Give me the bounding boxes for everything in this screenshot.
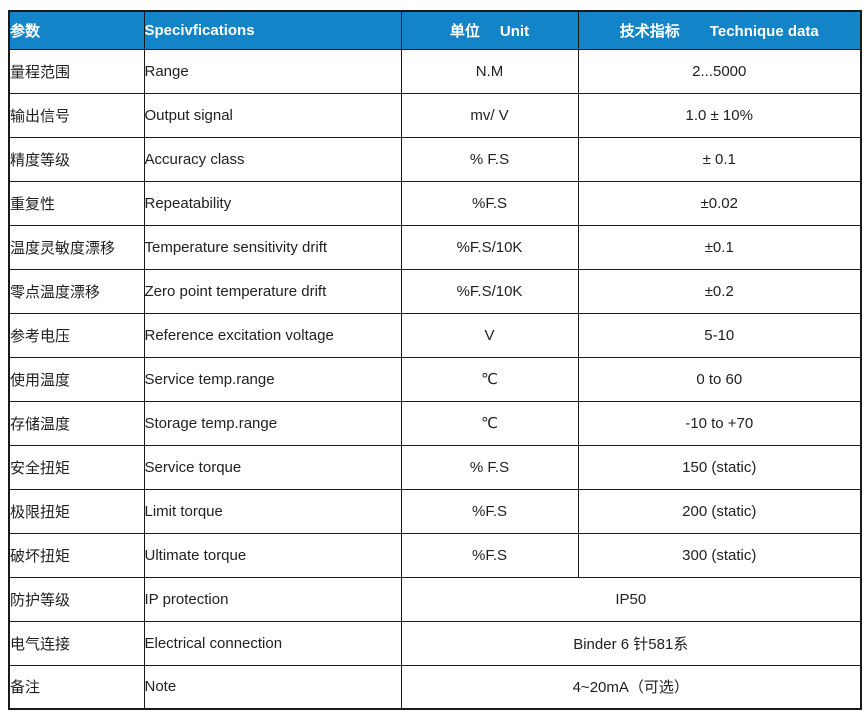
param-zh-cell: 极限扭矩 <box>8 488 145 534</box>
param-en-cell: Temperature sensitivity drift <box>143 224 402 270</box>
param-zh-cell: 输出信号 <box>8 92 145 138</box>
param-zh-cell: 量程范围 <box>8 48 145 94</box>
table-row: 零点温度漂移 Zero point temperature drift %F.S… <box>8 268 862 314</box>
param-en-cell: Electrical connection <box>143 620 402 666</box>
header-tech-en: Technique data <box>709 22 819 40</box>
table-row: 量程范围 Range N.M 2...5000 <box>8 48 862 94</box>
param-en-cell: Limit torque <box>143 488 402 534</box>
table-row: 电气连接 Electrical connection Binder 6 针581… <box>8 620 862 666</box>
header-unit-zh: 单位 <box>449 22 480 40</box>
unit-cell: ℃ <box>400 400 579 446</box>
param-en-cell: Repeatability <box>143 180 402 226</box>
unit-cell: % F.S <box>400 136 579 182</box>
value-cell: 0 to 60 <box>577 356 862 402</box>
table-row: 存储温度 Storage temp.range ℃ -10 to +70 <box>8 400 862 446</box>
specifications-table: 参数 Specivfications 单位 Unit 技术指标 Technique … <box>8 10 862 710</box>
param-zh-cell: 破坏扭矩 <box>8 532 145 578</box>
param-zh-cell: 温度灵敏度漂移 <box>8 224 145 270</box>
value-cell: ±0.1 <box>577 224 862 270</box>
table-row: 参考电压 Reference excitation voltage V 5-10 <box>8 312 862 358</box>
value-cell: ±0.2 <box>577 268 862 314</box>
param-en-cell: Accuracy class <box>143 136 402 182</box>
param-zh-cell: 重复性 <box>8 180 145 226</box>
param-en-cell: Service temp.range <box>143 356 402 402</box>
value-cell: -10 to +70 <box>577 400 862 446</box>
param-en-cell: Range <box>143 48 402 94</box>
merged-value-cell: IP50 <box>400 576 862 622</box>
header-param-zh: 参数 <box>10 22 41 40</box>
table-row: 输出信号 Output signal mv/ V 1.0 ± 10% <box>8 92 862 138</box>
value-cell: 5-10 <box>577 312 862 358</box>
merged-value-cell: 4~20mA（可选） <box>400 664 862 710</box>
value-cell: 1.0 ± 10% <box>577 92 862 138</box>
value-cell: ± 0.1 <box>577 136 862 182</box>
param-en-cell: Service torque <box>143 444 402 490</box>
param-en-cell: Storage temp.range <box>143 400 402 446</box>
param-en-cell: Output signal <box>143 92 402 138</box>
param-zh-cell: 电气连接 <box>8 620 145 666</box>
header-param: 参数 <box>8 10 145 50</box>
header-specifications: Specivfications <box>143 10 402 50</box>
header-tech-zh: 技术指标 <box>619 22 680 40</box>
unit-cell: %F.S/10K <box>400 268 579 314</box>
param-zh-cell: 防护等级 <box>8 576 145 622</box>
header-unit: 单位 Unit <box>400 10 579 50</box>
header-spec-en: Specivfications <box>144 21 255 39</box>
table-row: 破坏扭矩 Ultimate torque %F.S 300 (static) <box>8 532 862 578</box>
unit-cell: ℃ <box>400 356 579 402</box>
unit-cell: %F.S <box>400 180 579 226</box>
table-row: 使用温度 Service temp.range ℃ 0 to 60 <box>8 356 862 402</box>
value-cell: 200 (static) <box>577 488 862 534</box>
param-zh-cell: 备注 <box>8 664 145 710</box>
value-cell: 2...5000 <box>577 48 862 94</box>
unit-cell: N.M <box>400 48 579 94</box>
unit-cell: %F.S/10K <box>400 224 579 270</box>
param-zh-cell: 参考电压 <box>8 312 145 358</box>
param-zh-cell: 安全扭矩 <box>8 444 145 490</box>
table-header-row: 参数 Specivfications 单位 Unit 技术指标 Technique … <box>8 10 862 50</box>
table-row: 精度等级 Accuracy class % F.S ± 0.1 <box>8 136 862 182</box>
param-en-cell: Zero point temperature drift <box>143 268 402 314</box>
header-unit-en: Unit <box>499 22 530 40</box>
param-zh-cell: 零点温度漂移 <box>8 268 145 314</box>
param-zh-cell: 精度等级 <box>8 136 145 182</box>
param-en-cell: Ultimate torque <box>143 532 402 578</box>
param-zh-cell: 使用温度 <box>8 356 145 402</box>
unit-cell: mv/ V <box>400 92 579 138</box>
value-cell: ±0.02 <box>577 180 862 226</box>
table-row: 备注 Note 4~20mA（可选） <box>8 664 862 710</box>
header-technique-data: 技术指标 Technique data <box>577 10 862 50</box>
param-zh-cell: 存储温度 <box>8 400 145 446</box>
table-row: 防护等级 IP protection IP50 <box>8 576 862 622</box>
param-en-cell: IP protection <box>143 576 402 622</box>
merged-value-cell: Binder 6 针581系 <box>400 620 862 666</box>
unit-cell: V <box>400 312 579 358</box>
unit-cell: % F.S <box>400 444 579 490</box>
table-row: 温度灵敏度漂移 Temperature sensitivity drift %F… <box>8 224 862 270</box>
unit-cell: %F.S <box>400 532 579 578</box>
table-row: 极限扭矩 Limit torque %F.S 200 (static) <box>8 488 862 534</box>
table-row: 安全扭矩 Service torque % F.S 150 (static) <box>8 444 862 490</box>
unit-cell: %F.S <box>400 488 579 534</box>
table-row: 重复性 Repeatability %F.S ±0.02 <box>8 180 862 226</box>
value-cell: 300 (static) <box>577 532 862 578</box>
param-en-cell: Reference excitation voltage <box>143 312 402 358</box>
value-cell: 150 (static) <box>577 444 862 490</box>
param-en-cell: Note <box>143 664 402 710</box>
